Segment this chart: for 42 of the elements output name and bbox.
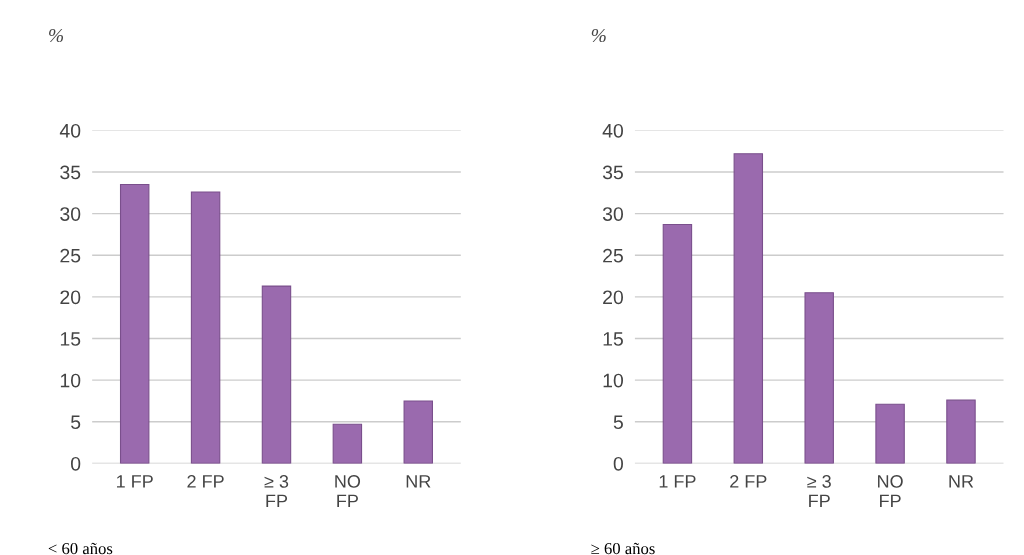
y-tick-label: 20 [603, 290, 624, 305]
x-tick-label: NO FP [335, 475, 361, 508]
bar [261, 285, 292, 464]
x-tick-label: NR [949, 475, 974, 488]
bar [119, 183, 150, 464]
y-axis-title: % [49, 28, 64, 43]
x-tick-label: ≥ 3 FP [807, 475, 831, 508]
y-tick-label: 0 [613, 456, 624, 471]
bar [332, 423, 363, 464]
y-tick-label: 30 [60, 207, 81, 221]
y-tick-label: 40 [602, 123, 624, 138]
y-tick-label: 25 [60, 248, 81, 263]
text: ≥ 60 años [591, 542, 655, 555]
x-tick-label: 1 FP [659, 475, 696, 488]
x-tick-label: NR [406, 475, 431, 488]
bar [875, 403, 905, 464]
bar [662, 223, 693, 464]
y-tick-label: 15 [60, 332, 81, 346]
y-tick-label: 0 [71, 456, 81, 471]
bar [733, 153, 764, 464]
x-tick-label: 1 FP [117, 475, 153, 488]
x-tick-label: ≥ 3 FP [264, 475, 289, 508]
y-tick-label: 25 [603, 248, 623, 263]
y-tick-label: 15 [603, 332, 623, 346]
y-tick-label: 20 [60, 290, 81, 305]
x-tick-label: 2 FP [187, 475, 224, 488]
y-tick-label: 35 [602, 165, 623, 180]
y-tick-label: 40 [59, 123, 81, 138]
y-tick-label: 35 [60, 165, 81, 180]
y-tick-label: 10 [60, 373, 81, 388]
x-tick-label: NO FP [878, 475, 903, 508]
bar [190, 191, 221, 464]
y-tick-label: 30 [602, 207, 624, 221]
y-tick-label: 5 [71, 415, 81, 430]
text: < 60 años [48, 542, 113, 555]
x-tick-label: 2 FP [730, 475, 767, 488]
y-tick-label: 5 [613, 415, 623, 430]
y-axis-title: % [591, 28, 606, 43]
bar [804, 292, 834, 464]
y-tick-label: 10 [603, 373, 624, 388]
bar [946, 399, 976, 464]
bar [403, 400, 433, 464]
